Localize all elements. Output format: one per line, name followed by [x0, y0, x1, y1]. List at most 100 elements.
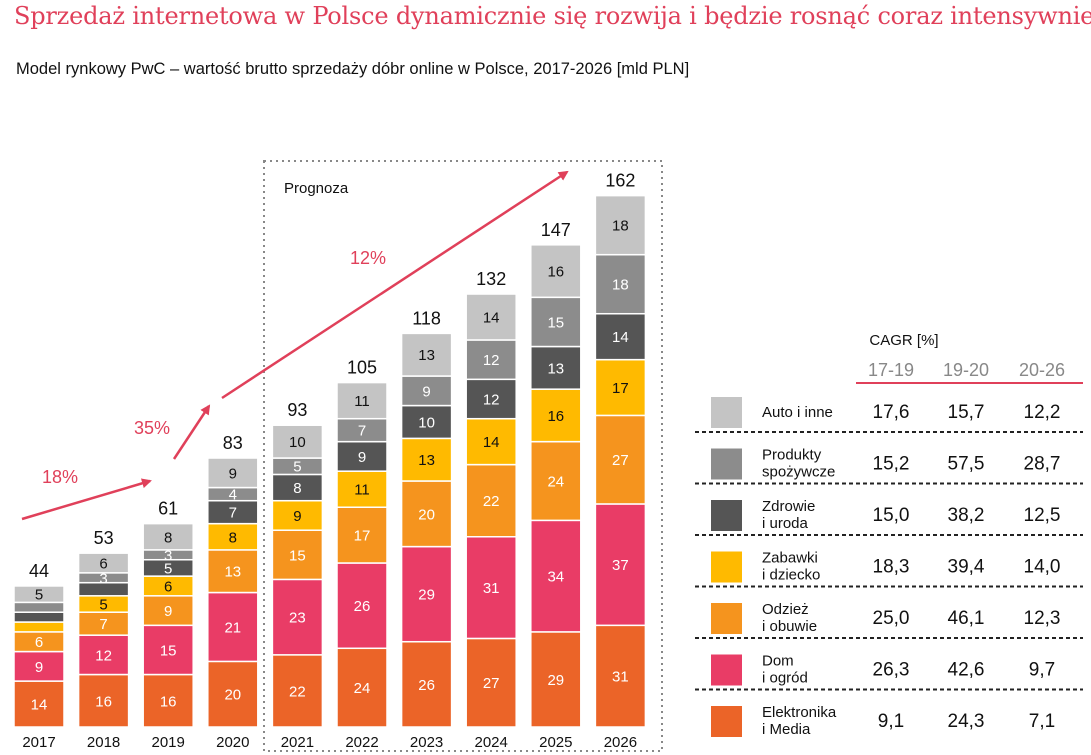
legend-swatch-dom-i-ogrod — [711, 654, 742, 686]
bar-segment-dom-i-ogrod-2020 — [207, 591, 259, 663]
bar-value-label: 26 — [354, 598, 371, 615]
bar-segment-zabawki-i-dziecko-2024 — [465, 417, 517, 466]
bar-value-label: 17 — [354, 528, 371, 545]
cagr-value: 18,3 — [873, 557, 910, 578]
bar-segment-zabawki-i-dziecko-2022 — [336, 470, 388, 508]
bar-segment-zdrowie-i-uroda-2026 — [594, 312, 647, 361]
bar-total-label: 53 — [94, 528, 114, 548]
bar-total-label: 83 — [223, 433, 243, 453]
cagr-value: 46,1 — [948, 608, 985, 629]
cagr-column-header: 20-26 — [1019, 360, 1065, 380]
bar-value-label: 8 — [293, 480, 301, 497]
bar-value-label: 13 — [547, 360, 564, 377]
bar-segment-odziez-i-obuwie-2021 — [271, 529, 324, 581]
x-tick-label: 2024 — [475, 734, 508, 751]
bar-value-label: 16 — [160, 693, 177, 710]
bar-total-label: 61 — [158, 499, 178, 519]
forecast-label: Prognoza — [284, 180, 349, 197]
cagr-value: 12,5 — [1024, 505, 1061, 526]
cagr-value: 9,1 — [878, 711, 904, 732]
bar-value-label: 31 — [483, 580, 500, 597]
bar-total-label: 105 — [347, 358, 377, 378]
bar-value-label: 5 — [99, 597, 107, 614]
growth-rate-label: 35% — [134, 418, 170, 438]
chart-subtitle: Model rynkowy PwC – wartość brutto sprze… — [16, 60, 690, 78]
bar-total-label: 147 — [541, 220, 571, 240]
bar-segment-zabawki-i-dziecko-2020 — [207, 522, 259, 551]
legend-swatch-elektronika-i-media — [711, 706, 742, 737]
bar-total-label: 118 — [412, 308, 441, 328]
cagr-title: CAGR [%] — [869, 332, 938, 349]
legend-swatch-zdrowie-i-uroda — [711, 500, 742, 531]
bar-value-label: 9 — [358, 449, 366, 466]
cagr-value: 57,5 — [948, 454, 985, 475]
bar-value-label: 14 — [612, 329, 629, 346]
legend-label: Zdrowie i uroda — [762, 498, 815, 532]
cagr-column-header: 19-20 — [943, 360, 989, 380]
legend-label: Auto i inne — [762, 404, 833, 421]
bar-value-label: 5 — [35, 587, 43, 604]
bar-segment-zdrowie-i-uroda-2022 — [336, 440, 388, 472]
bar-segment-auto-i-inne-2026 — [594, 194, 647, 256]
bar-value-label: 6 — [35, 634, 43, 651]
bar-segment-zdrowie-i-uroda-2021 — [271, 473, 324, 502]
growth-arrows: 18% 35% 12% — [21, 170, 569, 521]
bar-value-label: 11 — [354, 393, 370, 410]
cagr-value: 15,2 — [873, 454, 910, 475]
bar-value-label: 9 — [229, 465, 237, 482]
bar-value-label: 13 — [418, 347, 435, 364]
bar-value-label: 9 — [422, 383, 430, 400]
bar-segment-produkty-spozywcze-2025 — [530, 296, 582, 348]
legend-swatch-auto-i-inne — [711, 397, 742, 428]
bar-segment-dom-i-ogrod-2021 — [271, 578, 324, 656]
bar-value-label: 29 — [547, 672, 564, 689]
bar-segment-produkty-spozywcze-2026 — [594, 253, 647, 315]
legend-label: Zabawki i dziecko — [762, 550, 820, 584]
bar-value-label: 12 — [483, 352, 500, 369]
bar-segment-produkty-spozywcze-2017 — [13, 601, 65, 613]
bar-segment-elektronika-i-media-2021 — [271, 654, 324, 728]
legend-label: Odzież i obuwie — [762, 601, 817, 635]
bar-value-label: 15 — [160, 642, 177, 659]
bar-segment-auto-i-inne-2020 — [207, 457, 259, 489]
cagr-value: 42,6 — [948, 660, 985, 681]
bar-segment-zabawki-i-dziecko-2023 — [400, 437, 453, 482]
bar-value-label: 11 — [354, 482, 370, 499]
bar-value-label: 18 — [612, 218, 629, 235]
bar-segment-auto-i-inne-2018 — [77, 552, 130, 574]
bar-value-label: 24 — [547, 474, 564, 491]
cagr-value: 24,3 — [948, 711, 985, 732]
bar-value-label: 7 — [229, 505, 237, 522]
bar-value-label: 7 — [99, 616, 107, 633]
x-tick-label: 2020 — [216, 734, 249, 751]
legend-label: Elektronika i Media — [762, 704, 837, 738]
bar-segment-dom-i-ogrod-2019 — [142, 624, 194, 676]
bar-value-label: 13 — [418, 452, 435, 469]
bar-value-label: 29 — [418, 587, 435, 604]
bar-value-label: 16 — [547, 264, 564, 281]
bar-value-label: 9 — [293, 508, 301, 525]
bar-value-label: 13 — [224, 564, 241, 581]
bar-segment-elektronika-i-media-2017 — [13, 680, 65, 728]
cagr-table: CAGR [%] 17-19 19-20 20-26 Auto i inne 17,6 15… — [695, 332, 1083, 738]
bar-segment-auto-i-inne-2023 — [400, 332, 453, 377]
chart-bars: 1496544201716127536532018161596538612019… — [13, 171, 647, 751]
bar-value-label: 12 — [483, 392, 500, 409]
bar-value-label: 31 — [612, 669, 629, 686]
x-tick-label: 2017 — [22, 734, 55, 751]
bar-value-label: 26 — [418, 677, 435, 694]
growth-arrow — [172, 404, 211, 460]
bar-value-label: 34 — [547, 569, 564, 586]
bar-segment-dom-i-ogrod-2018 — [77, 634, 130, 676]
page-title: Sprzedaż internetowa w Polsce dynamiczni… — [14, 2, 1091, 30]
x-tick-label: 2021 — [281, 734, 314, 751]
bar-segment-elektronika-i-media-2026 — [594, 624, 647, 728]
legend-swatch-zabawki-i-dziecko — [711, 551, 742, 583]
bar-segment-zdrowie-i-uroda-2017 — [13, 611, 65, 623]
legend-label: Dom i ogród — [762, 653, 808, 687]
bar-segment-auto-i-inne-2021 — [271, 424, 324, 459]
x-tick-label: 2023 — [410, 734, 443, 751]
bar-segment-odziez-i-obuwie-2022 — [336, 506, 388, 564]
bar-segment-elektronika-i-media-2020 — [207, 660, 259, 728]
